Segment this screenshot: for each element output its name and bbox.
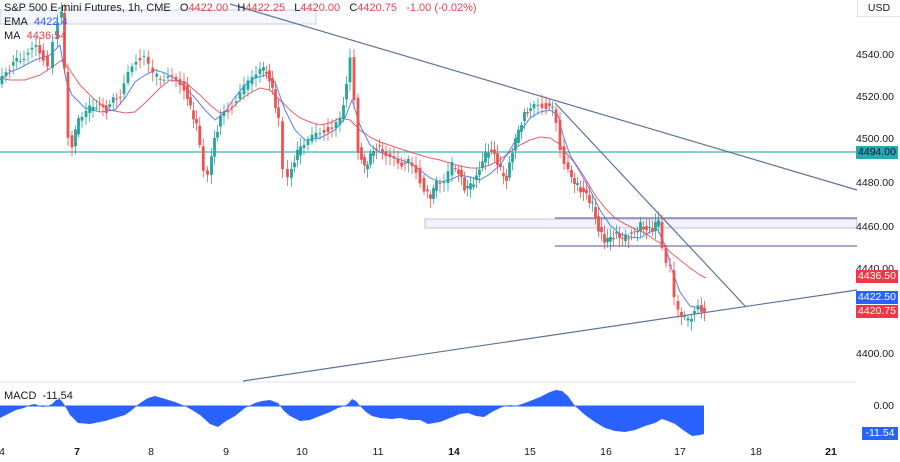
- currency-button[interactable]: USD: [857, 0, 900, 17]
- high-label: H: [237, 2, 246, 14]
- time-label: 18: [750, 446, 762, 458]
- descending-trendline-long[interactable]: [229, 3, 858, 191]
- symbol-title[interactable]: S&P 500 E-mini Futures, 1h, CME: [4, 2, 171, 14]
- close-value: 4420.75: [357, 2, 398, 14]
- ema-label: EMA: [4, 16, 28, 28]
- price-tick-4500: 4500.00: [856, 133, 894, 145]
- time-label: 16: [600, 446, 612, 458]
- close-label: C: [349, 2, 358, 14]
- ma-legend[interactable]: MA 4436.54: [4, 29, 66, 43]
- price-tick-4480: 4480.00: [856, 177, 894, 189]
- candlestick-series[interactable]: [0, 2, 706, 331]
- ema-line[interactable]: [0, 43, 707, 310]
- ma-value: 4436.54: [26, 30, 67, 42]
- ma-line[interactable]: [0, 59, 707, 279]
- macd-value-tag[interactable]: -11.54: [862, 427, 898, 440]
- ma-price-tag[interactable]: 4436.50: [856, 270, 898, 283]
- time-label: 17: [674, 446, 686, 458]
- ema-value: 4422.4: [33, 16, 68, 28]
- low-value: 4420.00: [300, 2, 341, 14]
- ema-legend[interactable]: EMA 4422.4: [4, 15, 68, 29]
- high-value: 4422.25: [245, 2, 286, 14]
- descending-trendline-short[interactable]: [554, 102, 747, 308]
- ascending-trendline[interactable]: [242, 289, 858, 382]
- time-label: 21: [825, 446, 837, 458]
- price-tick-4520: 4520.00: [856, 91, 894, 103]
- level-price-tag[interactable]: 4494.00: [856, 146, 898, 159]
- macd-histogram[interactable]: [0, 390, 704, 436]
- open-label: O: [179, 2, 189, 14]
- open-value: 4422.00: [188, 2, 229, 14]
- last-price-tag[interactable]: 4420.75: [856, 305, 898, 318]
- time-label: 9: [223, 446, 229, 458]
- time-label: 4: [0, 446, 5, 458]
- time-label: 7: [74, 446, 80, 458]
- ma-label: MA: [4, 30, 21, 42]
- symbol-legend[interactable]: S&P 500 E-mini Futures, 1h, CME O4422.00…: [4, 1, 477, 15]
- macd-label: MACD: [4, 390, 37, 402]
- time-label: 10: [296, 446, 308, 458]
- macd-tick-zero: 0.00: [873, 400, 894, 412]
- time-label: 11: [372, 446, 384, 458]
- time-label: 15: [524, 446, 536, 458]
- macd-value: -11.54: [42, 390, 73, 402]
- ema-price-tag[interactable]: 4422.50: [856, 291, 898, 304]
- macd-legend[interactable]: MACD -11.54: [4, 390, 73, 402]
- low-label: L: [294, 2, 301, 14]
- price-tick-4460: 4460.00: [856, 221, 894, 233]
- time-label: 8: [148, 446, 154, 458]
- time-label: 14: [448, 446, 460, 458]
- change-value: -1.00 (-0.02%): [406, 2, 477, 14]
- range-box-top[interactable]: [0, 9, 317, 25]
- price-tick-4400: 4400.00: [856, 348, 894, 360]
- price-tick-4540: 4540.00: [856, 49, 894, 61]
